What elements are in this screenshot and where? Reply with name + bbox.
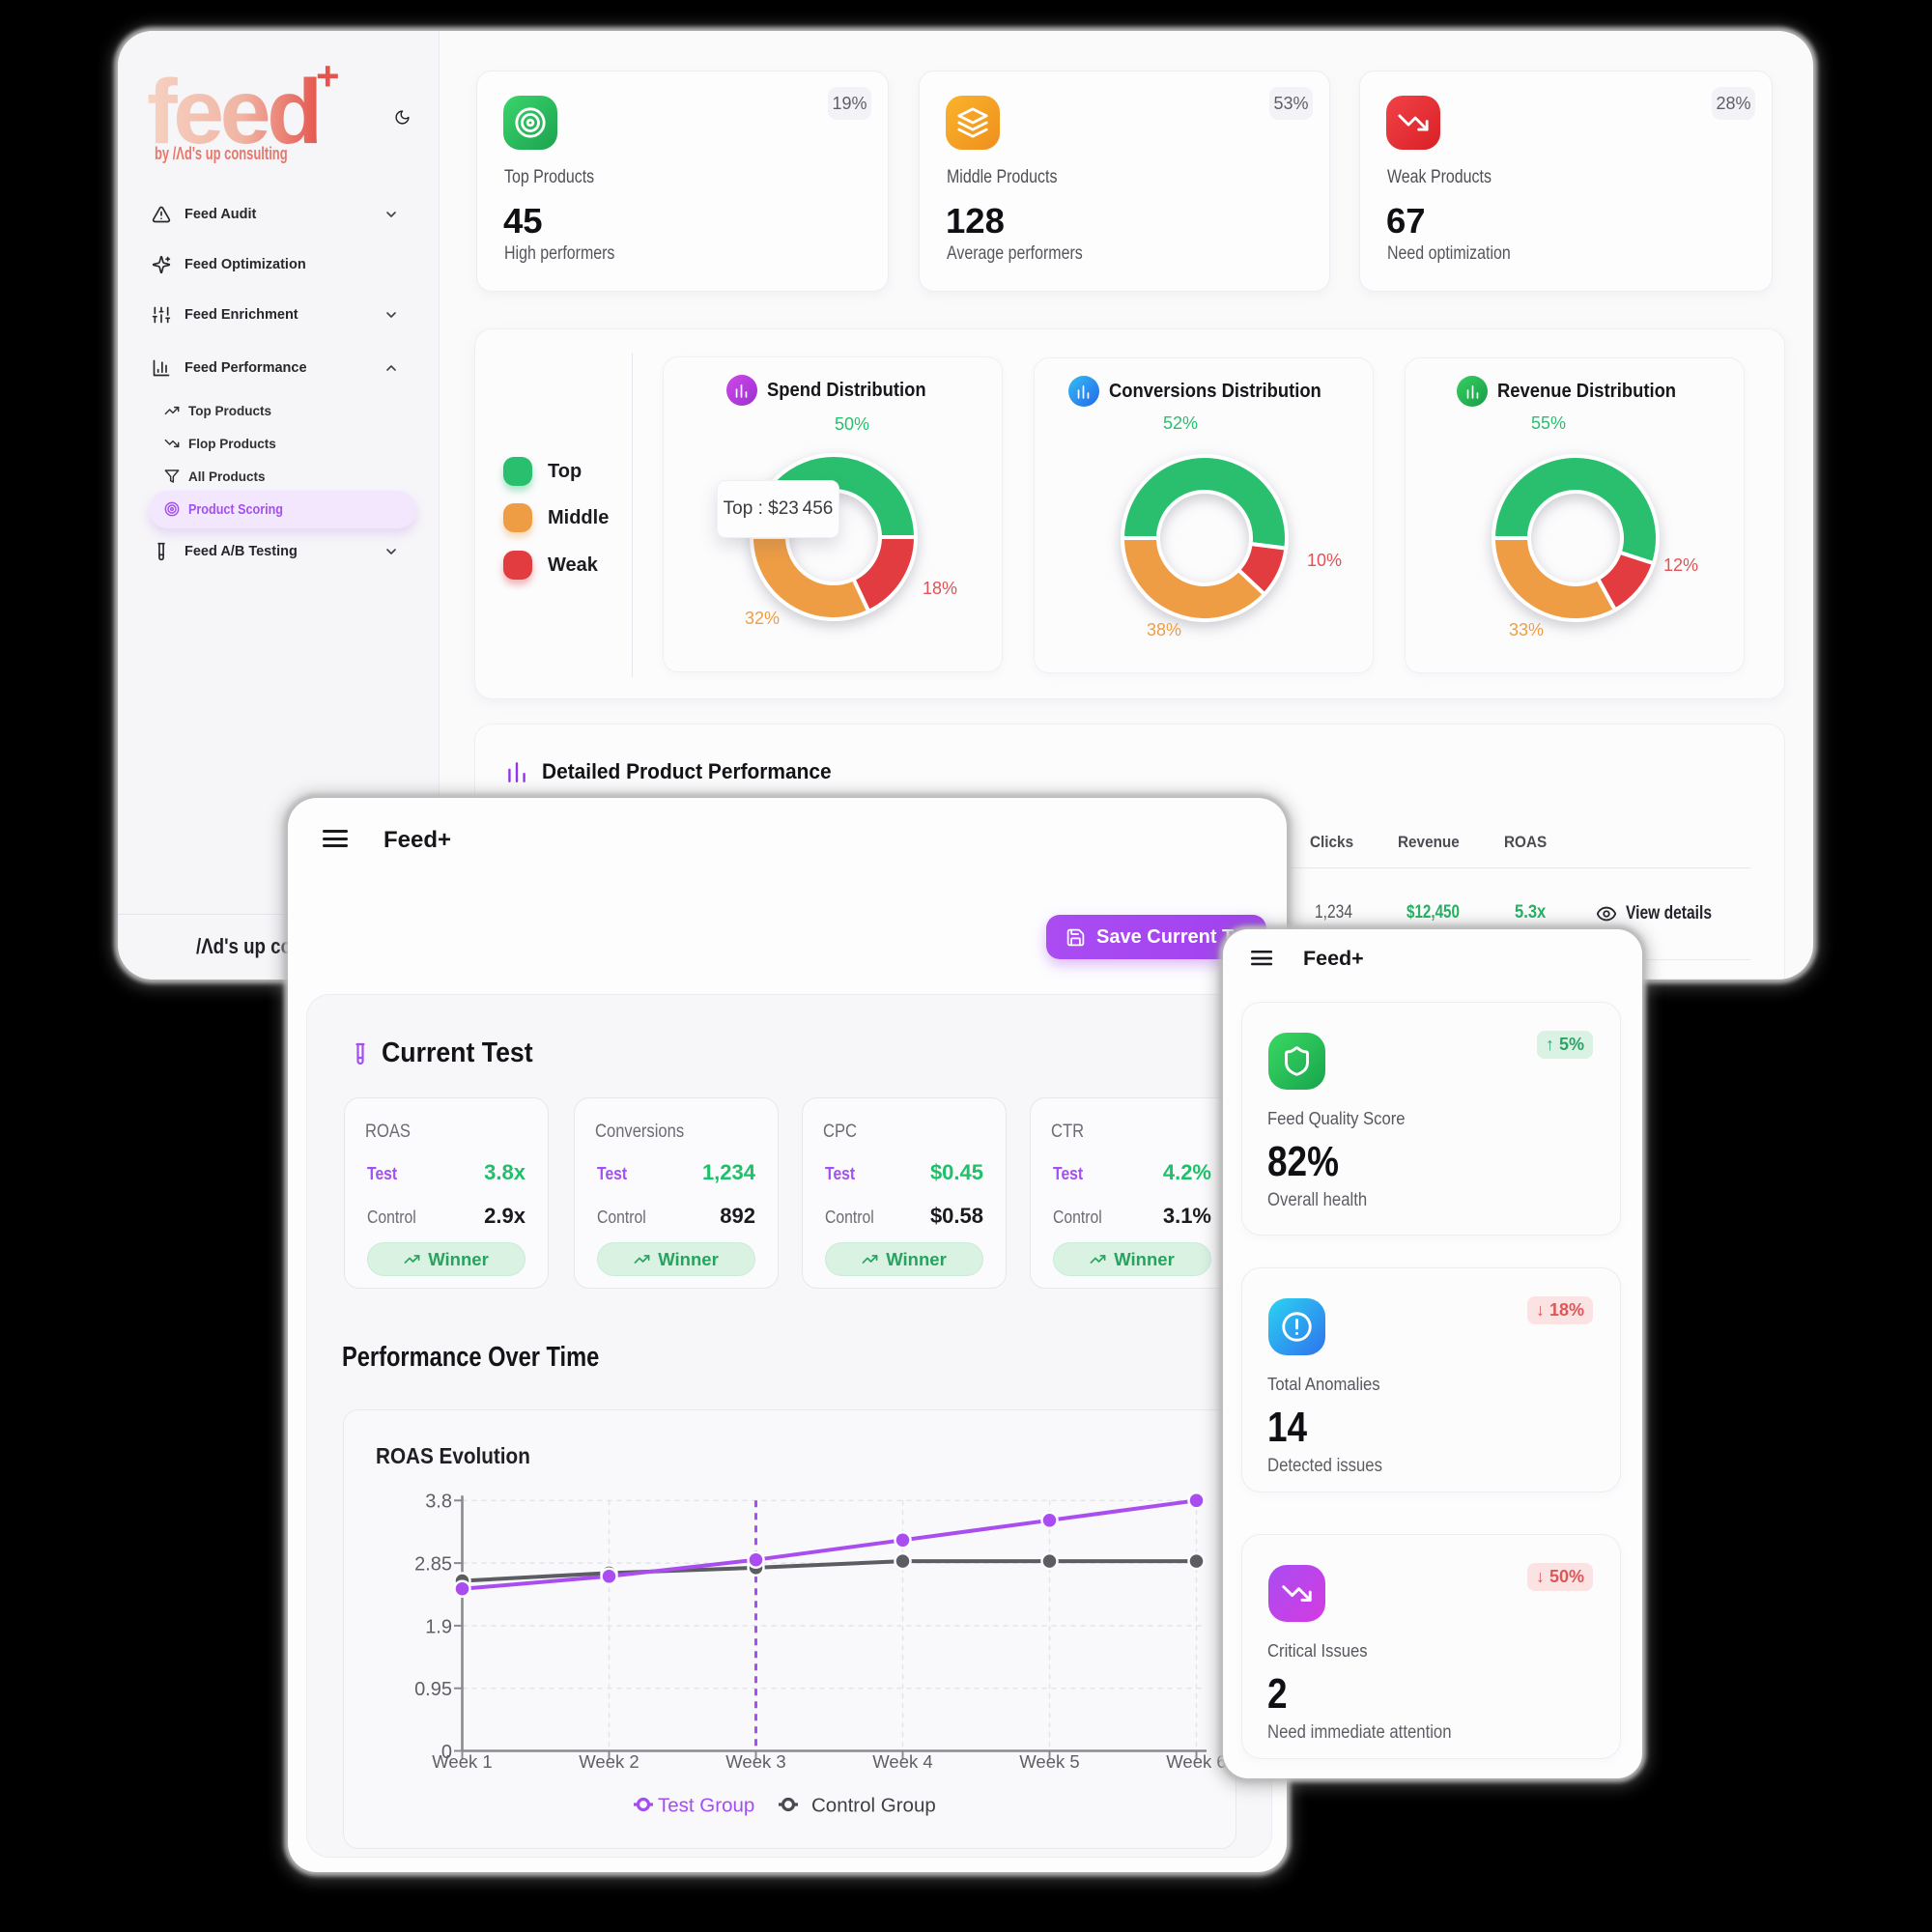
svg-text:0: 0 (441, 1742, 452, 1763)
svg-text:Test Group: Test Group (658, 1795, 754, 1817)
svg-text:2.85: 2.85 (414, 1554, 452, 1576)
svg-text:Week 5: Week 5 (1019, 1751, 1079, 1772)
svg-text:3.8: 3.8 (425, 1492, 452, 1513)
svg-text:Week 2: Week 2 (579, 1751, 639, 1772)
svg-text:Week 4: Week 4 (872, 1751, 932, 1772)
svg-text:Control Group: Control Group (811, 1795, 936, 1817)
svg-text:Week 6: Week 6 (1166, 1751, 1226, 1772)
svg-text:0.95: 0.95 (414, 1679, 452, 1700)
svg-text:1.9: 1.9 (425, 1616, 452, 1637)
svg-text:Week 1: Week 1 (432, 1751, 492, 1772)
svg-text:Week 3: Week 3 (725, 1751, 785, 1772)
